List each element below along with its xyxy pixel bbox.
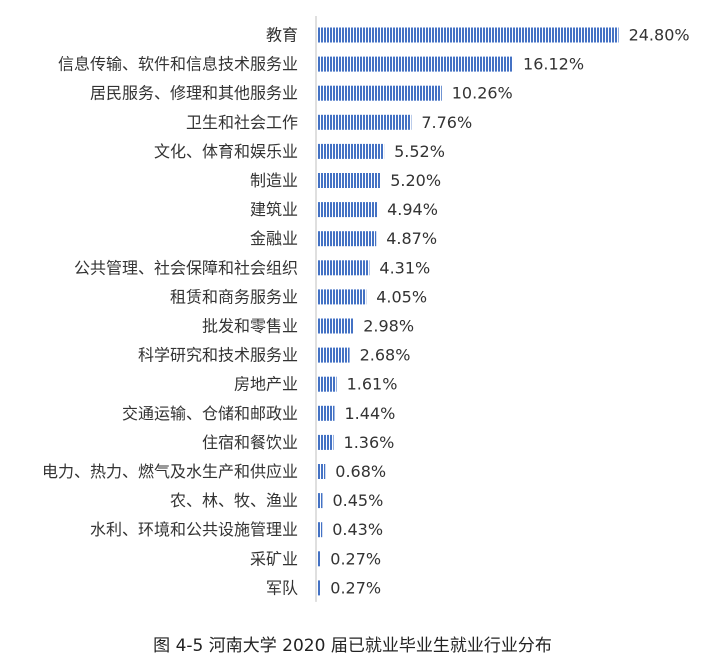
bar <box>317 551 321 567</box>
value-label: 0.43% <box>332 520 383 539</box>
figure-caption: 图 4-5 河南大学 2020 届已就业毕业生就业行业分布 <box>153 636 552 656</box>
category-label: 金融业 <box>250 229 298 248</box>
value-label: 2.68% <box>360 346 411 365</box>
category-label: 电力、热力、燃气及水生产和供应业 <box>42 462 298 481</box>
value-label: 4.94% <box>387 200 438 219</box>
bar <box>317 85 442 101</box>
category-label: 教育 <box>266 26 298 45</box>
category-label: 采矿业 <box>250 549 298 568</box>
value-label: 0.27% <box>330 549 381 568</box>
value-label: 1.44% <box>345 404 396 423</box>
category-label: 租赁和商务服务业 <box>170 287 298 306</box>
value-label: 5.52% <box>394 142 445 161</box>
bar <box>317 202 378 218</box>
value-label: 1.36% <box>344 433 395 452</box>
bar <box>317 347 350 363</box>
category-label: 卫生和社会工作 <box>186 113 298 132</box>
bar <box>317 27 619 43</box>
value-label: 4.31% <box>379 258 430 277</box>
bar <box>317 522 323 538</box>
bar <box>317 231 377 247</box>
category-label: 水利、环境和公共设施管理业 <box>90 520 298 539</box>
bar <box>317 405 335 421</box>
category-label: 公共管理、社会保障和社会组织 <box>74 258 298 277</box>
value-label: 7.76% <box>421 113 472 132</box>
bar <box>317 580 321 596</box>
category-label: 居民服务、修理和其他服务业 <box>90 84 298 103</box>
bar <box>317 56 514 72</box>
category-label: 信息传输、软件和信息技术服务业 <box>58 55 298 74</box>
value-label: 4.05% <box>376 287 427 306</box>
value-label: 0.45% <box>332 491 383 510</box>
category-label: 制造业 <box>250 171 298 190</box>
category-label: 农、林、牧、渔业 <box>170 491 298 510</box>
value-label: 5.20% <box>390 171 441 190</box>
bar <box>317 173 381 188</box>
category-label: 文化、体育和娱乐业 <box>154 142 298 161</box>
value-label: 24.80% <box>629 26 690 45</box>
value-label: 2.98% <box>363 317 414 336</box>
value-label: 0.68% <box>335 462 386 481</box>
value-label: 1.61% <box>347 375 398 394</box>
bar <box>317 289 367 305</box>
value-label: 16.12% <box>523 55 584 74</box>
bar <box>317 493 323 509</box>
category-label: 房地产业 <box>234 375 298 394</box>
category-label: 建筑业 <box>250 200 298 219</box>
bar <box>317 143 385 159</box>
value-label: 0.27% <box>330 578 381 597</box>
category-label: 军队 <box>266 578 298 597</box>
value-label: 10.26% <box>452 84 513 103</box>
bar <box>317 114 412 130</box>
bar <box>317 376 337 392</box>
category-label: 批发和零售业 <box>202 317 298 336</box>
bar <box>317 434 334 450</box>
category-label: 科学研究和技术服务业 <box>138 346 298 365</box>
bar-chart: 教育信息传输、软件和信息技术服务业居民服务、修理和其他服务业卫生和社会工作文化、… <box>42 16 690 602</box>
category-label: 住宿和餐饮业 <box>202 433 298 452</box>
bar <box>317 464 326 479</box>
value-label: 4.87% <box>386 229 437 248</box>
bar <box>317 260 370 276</box>
category-label: 交通运输、仓储和邮政业 <box>122 404 298 423</box>
bar <box>317 318 354 334</box>
